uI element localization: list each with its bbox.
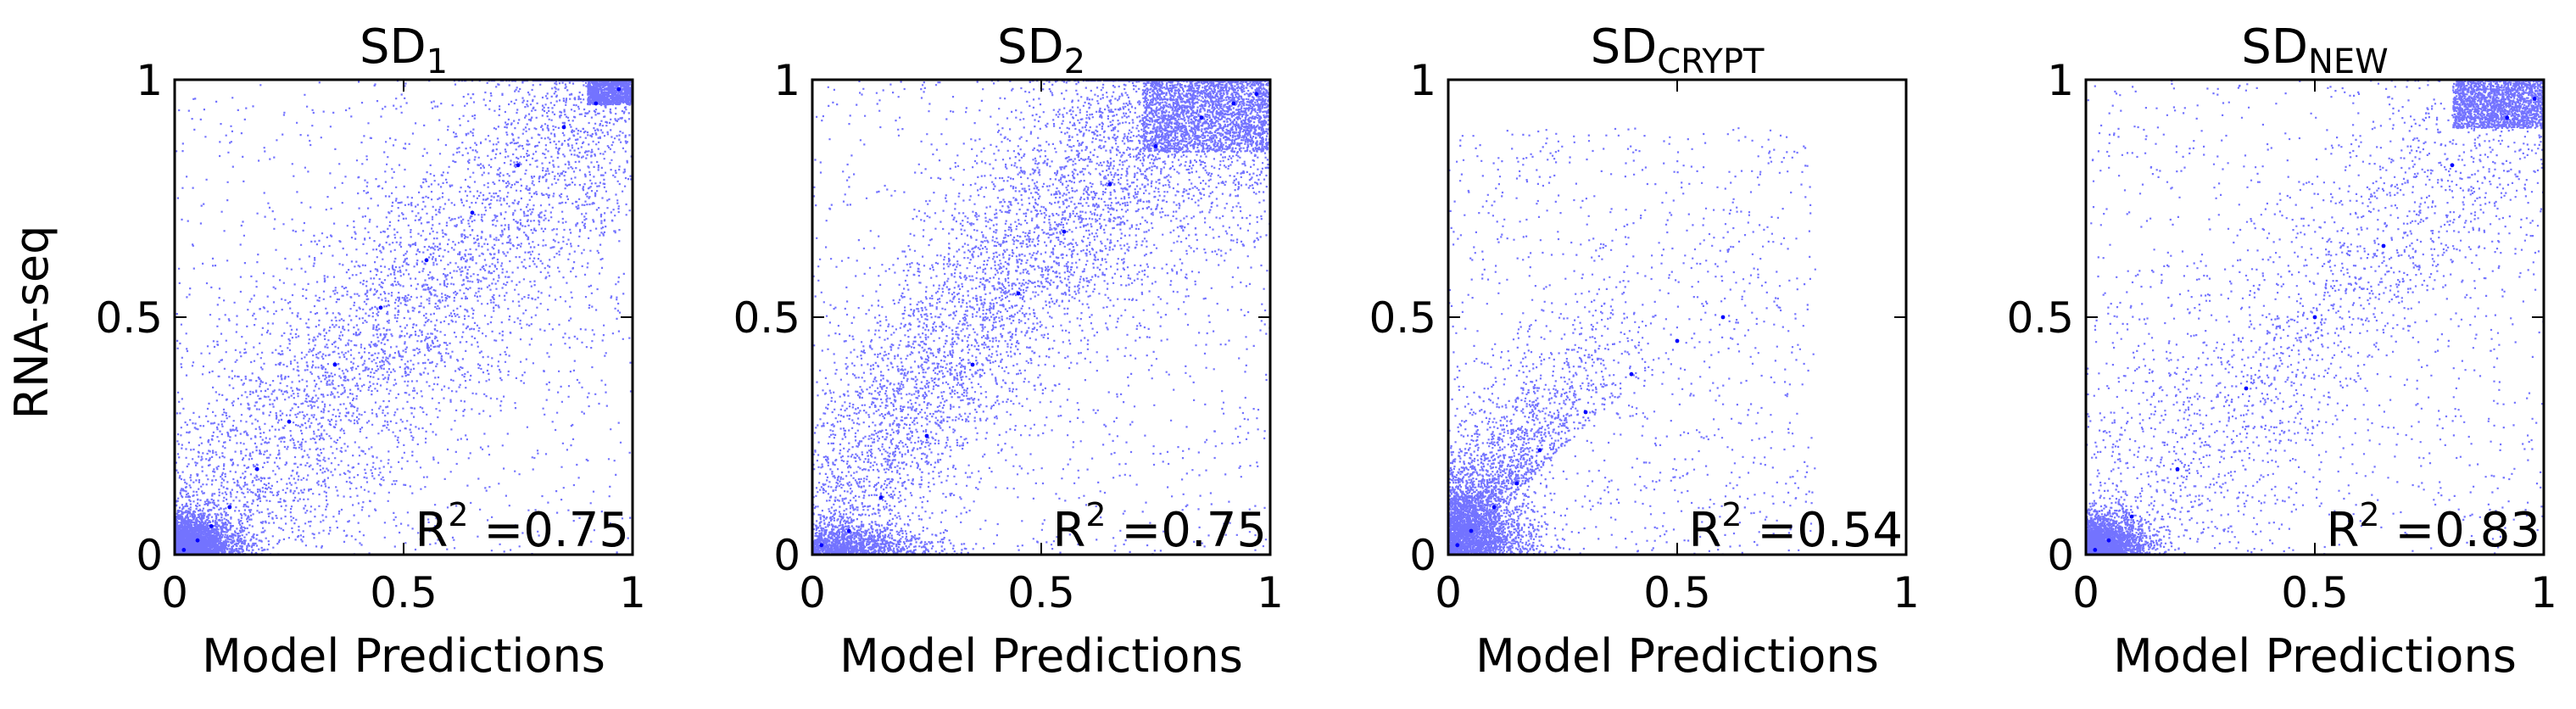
data-point — [2381, 243, 2386, 248]
y-tick-label: 0 — [136, 531, 163, 580]
data-point — [2106, 538, 2111, 543]
x-tick-label: 0 — [1435, 568, 1462, 617]
data-point — [561, 125, 566, 130]
data-point — [819, 543, 824, 548]
y-tick-label: 1 — [1409, 56, 1436, 105]
panel-title: SD1 — [360, 20, 448, 81]
data-point — [924, 433, 929, 438]
data-point — [1629, 371, 1634, 377]
x-tick-label: 0 — [799, 568, 826, 617]
panel-title: SDCRYPT — [1591, 20, 1765, 81]
data-point — [1455, 543, 1460, 548]
data-point — [2505, 115, 2510, 120]
data-point — [287, 419, 292, 424]
panel-title: SD2 — [997, 20, 1085, 81]
x-tick-label: 1 — [2530, 568, 2557, 617]
data-point — [2175, 466, 2180, 472]
data-points — [812, 80, 1270, 555]
x-axis-label: Model Predictions — [202, 629, 605, 683]
x-tick-label: 0 — [2072, 568, 2099, 617]
r-squared-annotation: R2 =0.83 — [2326, 496, 2540, 558]
data-point — [1492, 505, 1497, 510]
y-tick-label: 0.5 — [2006, 293, 2074, 343]
data-point — [378, 305, 383, 310]
y-tick-label: 0.5 — [733, 293, 800, 343]
data-point — [516, 163, 521, 168]
data-point — [2312, 315, 2317, 320]
data-point — [227, 505, 232, 510]
data-point — [1254, 92, 1259, 97]
y-tick-label: 0.5 — [1369, 293, 1436, 343]
data-point — [1583, 410, 1588, 415]
data-points — [175, 80, 633, 555]
data-point — [1016, 291, 1021, 296]
data-point — [470, 210, 475, 215]
data-point — [594, 101, 599, 106]
data-point — [846, 528, 851, 533]
data-point — [2129, 514, 2134, 519]
r-squared-annotation: R2 =0.54 — [1688, 496, 1903, 558]
y-tick-label: 1 — [2047, 56, 2074, 105]
data-point — [1469, 528, 1474, 533]
x-axis-label: Model Predictions — [2113, 629, 2517, 683]
r-squared-annotation: R2 =0.75 — [1052, 496, 1267, 558]
x-tick-label: 1 — [1257, 568, 1284, 617]
scatter-panel-2: 00 0.5 0.5 1 1 Model Predictions SD2 R2 =0.75 — [733, 20, 1283, 683]
data-point — [970, 362, 975, 367]
data-point — [1199, 115, 1204, 120]
x-tick-label: 0.5 — [1007, 568, 1075, 617]
data-point — [1062, 229, 1067, 234]
x-tick-label: 0.5 — [1643, 568, 1711, 617]
data-point — [2532, 97, 2537, 101]
scatter-panel-1: 00 0.5 0.5 1 1 Model Predictions SD1 R2 =0.75 — [95, 20, 645, 683]
panel-title: SDNEW — [2241, 20, 2388, 81]
x-axis-label: Model Predictions — [1475, 629, 1879, 683]
data-points — [2086, 80, 2544, 555]
data-point — [1107, 181, 1112, 187]
data-point — [2093, 548, 2098, 552]
x-axis-label: Model Predictions — [839, 629, 1243, 683]
data-point — [878, 495, 884, 500]
data-point — [332, 362, 337, 367]
scatter-panel-3: 00 0.5 0.5 1 1 Model Predictions SDCRYPT R2 =0.… — [1369, 20, 1919, 683]
data-point — [1675, 338, 1680, 343]
data-point — [1153, 144, 1158, 148]
r-squared-annotation: R2 =0.75 — [415, 496, 629, 558]
y-tick-label: 1 — [773, 56, 800, 105]
data-point — [181, 548, 187, 552]
data-point — [209, 524, 214, 528]
data-point — [254, 466, 259, 472]
y-axis-label: RNA-seq — [5, 226, 59, 420]
scatter-panel-4: 00 0.5 0.5 1 1 Model Predictions SDNEW R2 =0.83 — [2006, 20, 2556, 683]
x-tick-label: 0 — [161, 568, 188, 617]
data-points — [1448, 127, 1816, 555]
point-cloud — [2086, 80, 2544, 555]
data-point — [1231, 101, 1236, 106]
x-tick-label: 0.5 — [2281, 568, 2349, 617]
x-tick-label: 0.5 — [370, 568, 438, 617]
data-point — [2244, 386, 2249, 391]
point-cloud — [175, 80, 633, 555]
data-point — [616, 87, 622, 92]
y-tick-label: 0 — [1409, 531, 1436, 580]
y-tick-label: 0 — [773, 531, 800, 580]
data-point — [1537, 448, 1542, 453]
data-point — [424, 258, 429, 263]
data-point — [1720, 315, 1726, 320]
data-point — [195, 538, 200, 543]
y-tick-label: 1 — [136, 56, 163, 105]
data-point — [1514, 481, 1519, 486]
x-tick-label: 1 — [619, 568, 646, 617]
data-point — [2450, 163, 2455, 168]
x-tick-label: 1 — [1893, 568, 1920, 617]
point-cloud — [1448, 127, 1816, 555]
y-tick-label: 0.5 — [95, 293, 163, 343]
y-tick-label: 0 — [2047, 531, 2074, 580]
